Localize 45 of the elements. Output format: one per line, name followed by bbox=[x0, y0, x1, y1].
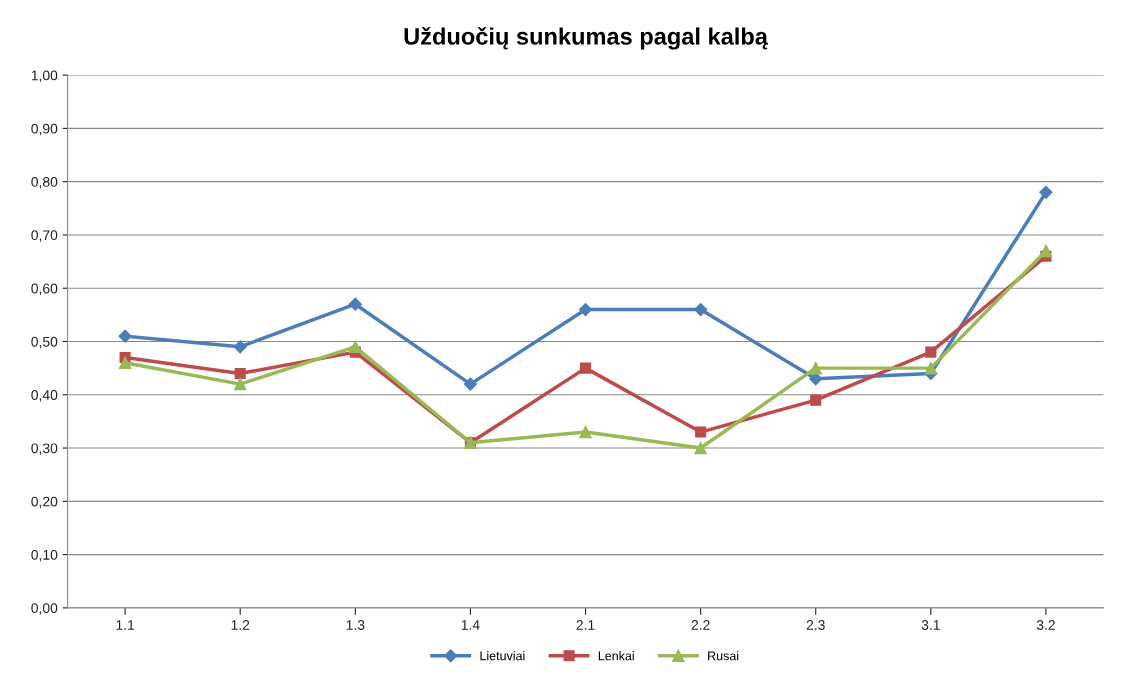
y-tick-label: 0,90 bbox=[31, 123, 58, 136]
x-tick-label: 1.1 bbox=[116, 620, 135, 630]
point bbox=[118, 356, 132, 370]
x-tick-label: 2.3 bbox=[806, 620, 825, 630]
x-tick-label: 1.3 bbox=[346, 620, 365, 630]
point bbox=[1039, 185, 1053, 199]
x-tick-label: 3.1 bbox=[921, 620, 940, 630]
point bbox=[809, 361, 822, 375]
point bbox=[234, 367, 246, 380]
legend-label: Rusai bbox=[708, 651, 739, 661]
legend-label: Lietuviai bbox=[480, 651, 525, 661]
point bbox=[233, 340, 247, 354]
x-tick-label: 2.2 bbox=[691, 620, 710, 630]
y-tick-label: 0,50 bbox=[31, 336, 58, 349]
y-tick-label: 0,80 bbox=[31, 177, 58, 189]
point bbox=[809, 372, 823, 386]
y-tick-label: 1,00 bbox=[31, 70, 58, 82]
x-tick-label: 2.1 bbox=[576, 620, 595, 630]
point bbox=[810, 394, 822, 406]
x-tick-label: 3.2 bbox=[1036, 620, 1055, 630]
chart-title: Užduočių sunkumas pagal kalbą bbox=[404, 26, 769, 50]
point bbox=[349, 340, 362, 354]
point bbox=[463, 377, 478, 391]
y-tick-label: 0,40 bbox=[31, 390, 58, 402]
point bbox=[233, 377, 247, 391]
point bbox=[695, 426, 707, 438]
x-tick-label: 1.2 bbox=[231, 620, 250, 630]
x-tick-label: 1.4 bbox=[461, 620, 480, 630]
y-tick-label: 0,30 bbox=[31, 443, 58, 455]
point bbox=[924, 361, 938, 375]
point bbox=[1039, 244, 1053, 258]
legend-label: Lenkai bbox=[598, 651, 634, 661]
point bbox=[118, 329, 132, 343]
point bbox=[694, 302, 708, 317]
point bbox=[925, 346, 937, 358]
point bbox=[578, 302, 593, 317]
point bbox=[579, 425, 592, 439]
point bbox=[348, 297, 362, 311]
point bbox=[694, 441, 707, 455]
y-tick-label: 0,10 bbox=[31, 549, 58, 562]
y-tick-label: 0,70 bbox=[31, 230, 58, 242]
y-tick-label: 0,60 bbox=[31, 283, 58, 296]
y-tick-label: 0,20 bbox=[31, 496, 58, 509]
point bbox=[579, 362, 592, 374]
y-tick-label: 0,00 bbox=[31, 603, 58, 615]
